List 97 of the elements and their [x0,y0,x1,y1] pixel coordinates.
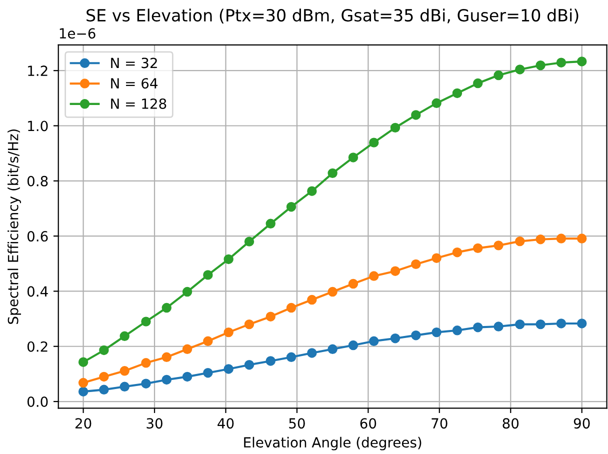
point [576,56,587,66]
point [120,382,130,392]
point [473,322,483,332]
point [224,254,234,264]
point [411,110,421,120]
y-tick-label: 0.8 [27,176,48,186]
point [390,266,400,276]
point [141,316,151,326]
point [244,360,254,370]
point [141,358,151,368]
point [182,372,192,382]
y-tick-label: 0.2 [27,341,48,352]
point [536,234,546,244]
point [411,330,421,340]
point [203,336,213,346]
point [494,70,504,80]
x-tick-label: 60 [360,418,376,429]
point [120,366,130,376]
point [244,236,254,246]
chart-title: SE vs Elevation (Ptx=30 dBm, Gsat=35 dBi, Guser=10 dBi) [86,8,578,24]
point [556,234,566,244]
point [78,378,88,388]
point [452,247,462,258]
legend-label: N = 128 [111,98,166,109]
point [99,345,109,356]
legend-label: N = 32 [111,58,157,68]
point [286,302,296,313]
x-tick-label: 40 [218,418,234,429]
x-tick-label: 20 [75,418,92,429]
point [328,344,338,354]
point [556,318,566,328]
point [411,259,421,270]
y-tick-label: 0.4 [27,286,48,297]
point [369,336,379,346]
point [515,64,525,74]
x-tick-label: 70 [432,418,448,429]
point [536,319,546,330]
point [328,168,338,178]
point [203,368,213,378]
point [182,344,192,354]
point [494,322,504,332]
point [556,58,566,68]
point [162,302,172,313]
point [141,378,151,388]
y-tick-label: 0.0 [27,396,48,407]
point [369,271,379,281]
point [266,356,276,366]
point [307,294,317,305]
text: 1e−6 [60,28,96,39]
point [266,218,276,229]
point [224,364,234,374]
y-tick-label: 0.6 [27,231,48,242]
point [576,318,587,328]
point [120,331,130,342]
y-axis-title: Spectral Efficiency (bit/s/Hz) [8,129,22,324]
point [99,384,109,395]
point [452,326,462,336]
point [432,98,442,108]
point [390,334,400,344]
legend-label: N = 64 [111,78,158,89]
x-tick-label: 50 [289,418,305,429]
point [348,278,358,289]
point [307,186,317,196]
x-axis-title: Elevation Angle (degrees) [244,436,422,450]
point [203,270,213,280]
point [307,348,317,358]
point [515,319,525,330]
point [162,374,172,385]
point [78,357,88,367]
x-tick-label: 30 [146,418,162,429]
point [432,327,442,338]
point [328,286,338,297]
point [78,386,88,396]
x-tick-label: 80 [502,418,519,429]
point [473,243,483,254]
point [182,286,192,297]
point [576,234,587,244]
x-tick-label: 90 [574,418,590,429]
point [494,240,504,250]
point [473,78,483,88]
point [369,138,379,148]
point [348,152,358,162]
point [452,88,462,98]
point [348,340,358,350]
y-tick-label: 1.0 [28,120,48,132]
point [266,312,276,322]
y-tick-label: 1.2 [28,66,48,76]
point [515,236,525,246]
point [162,352,172,362]
point [224,327,234,338]
point [536,60,546,70]
point [244,319,254,330]
point [99,372,109,382]
point [390,122,400,133]
point [286,202,296,212]
point [432,253,442,263]
point [286,352,296,362]
